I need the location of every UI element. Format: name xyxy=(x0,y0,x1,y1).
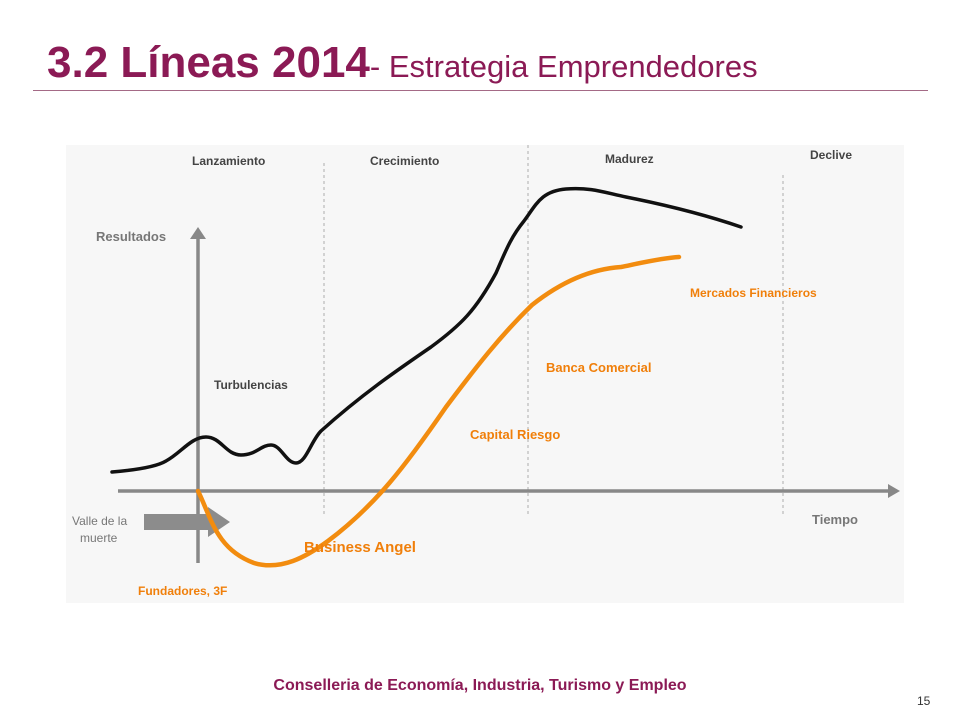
funding-label-business-angel: Business Angel xyxy=(304,539,416,556)
title-underline xyxy=(33,90,928,91)
funding-label-commercial-banking: Banca Comercial xyxy=(546,360,652,375)
phase-label-launch: Lanzamiento xyxy=(192,154,265,168)
funding-label-founders: Fundadores, 3F xyxy=(138,584,227,598)
title-main: 3.2 Líneas 2014 xyxy=(47,38,370,87)
lifecycle-diagram: Lanzamiento Crecimiento Madurez Declive … xyxy=(66,145,904,603)
phase-label-maturity: Madurez xyxy=(605,152,654,166)
title-sub: - Estrategia Emprendedores xyxy=(369,49,758,84)
funding-curve xyxy=(195,254,682,568)
valley-label-line2: muerte xyxy=(80,531,118,545)
results-curve xyxy=(110,186,743,474)
valley-label-line1: Valle de la xyxy=(72,514,127,528)
slide-title: 3.2 Líneas 2014- Estrategia Emprendedore… xyxy=(47,38,758,88)
phase-label-growth: Crecimiento xyxy=(370,154,439,168)
diagram-canvas: Lanzamiento Crecimiento Madurez Declive … xyxy=(72,145,900,598)
phase-label-decline: Declive xyxy=(810,148,852,162)
x-axis-arrowhead xyxy=(888,484,900,498)
page-number: 15 xyxy=(917,694,931,708)
x-axis-label: Tiempo xyxy=(812,512,858,527)
funding-label-financial-markets: Mercados Financieros xyxy=(690,286,817,300)
y-axis-label: Resultados xyxy=(96,229,166,244)
turbulence-label: Turbulencias xyxy=(214,378,288,392)
y-axis-arrowhead xyxy=(190,227,206,239)
footer-text: Conselleria de Economía, Industria, Turi… xyxy=(273,677,687,694)
funding-label-venture-capital: Capital Riesgo xyxy=(470,427,560,442)
